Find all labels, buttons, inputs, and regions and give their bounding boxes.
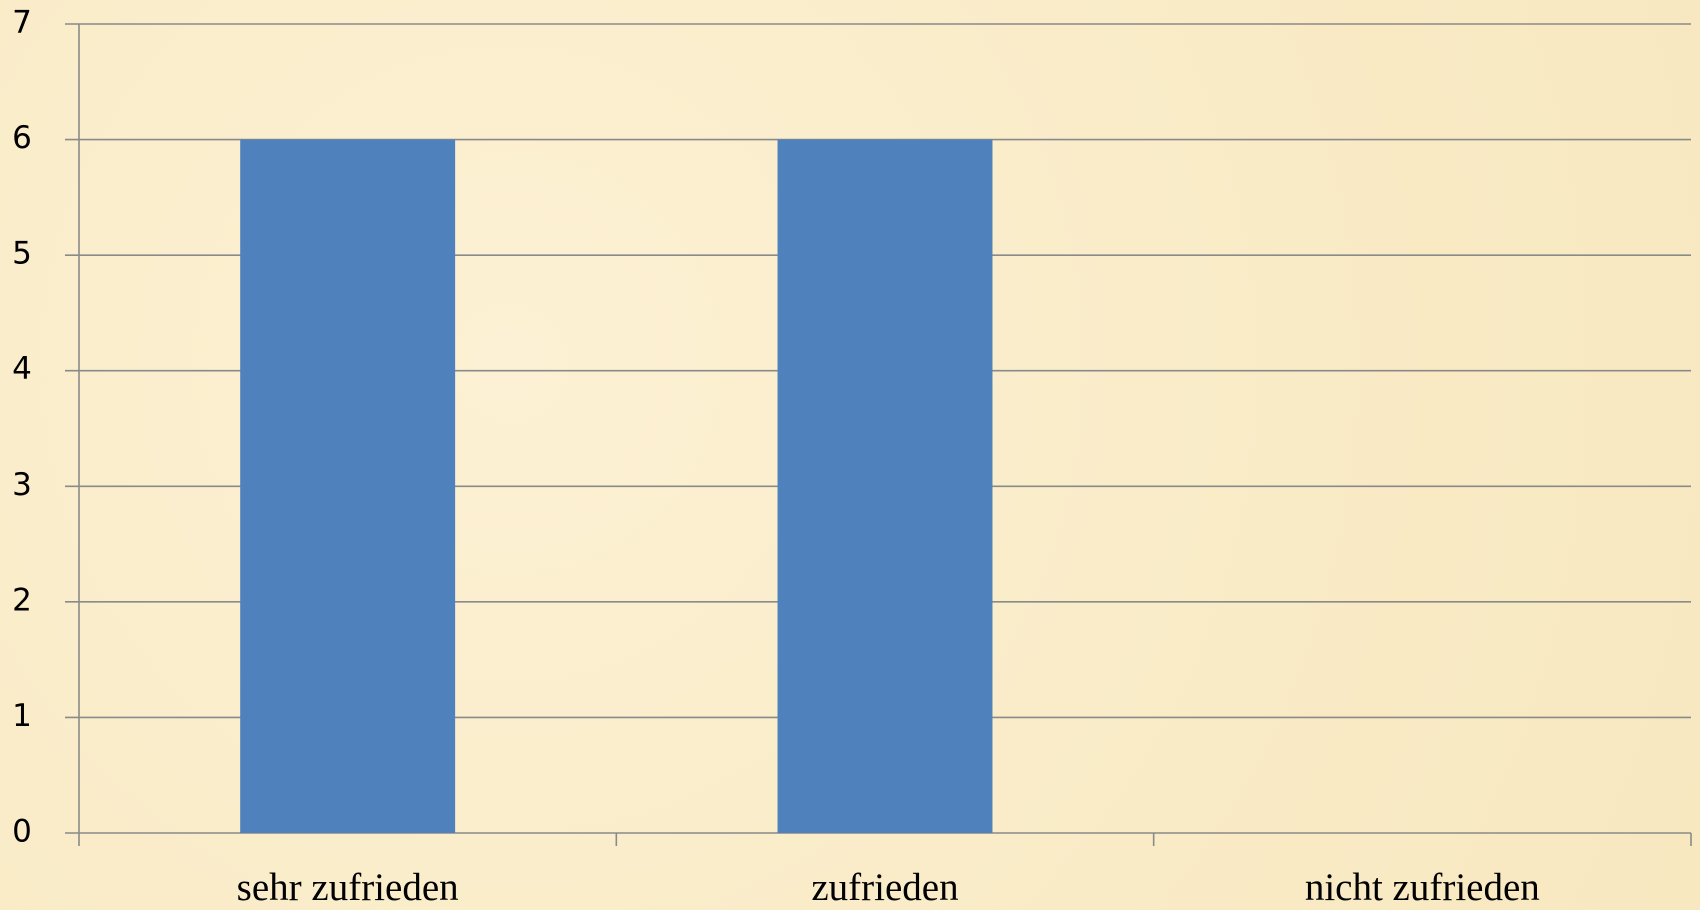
y-tick-label: 2 [12,582,32,618]
y-tick-label: 6 [12,120,32,156]
bar [777,139,993,834]
y-tick-label: 5 [12,236,32,272]
y-tick-label: 7 [12,5,32,41]
y-tick-label: 0 [12,814,32,850]
y-tick-label: 3 [12,467,32,503]
x-tick-label: nicht zufrieden [1305,866,1540,909]
y-tick-label: 4 [12,351,32,387]
y-tick-label: 1 [12,698,32,734]
bar [240,139,456,834]
x-tick-label: sehr zufrieden [237,866,459,909]
x-tick-label: zufrieden [811,866,958,909]
